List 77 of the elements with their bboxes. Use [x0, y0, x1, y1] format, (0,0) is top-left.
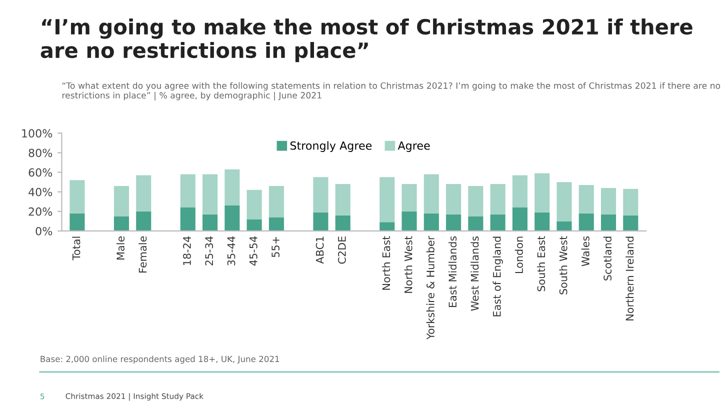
chart-subtitle: “To what extent do you agree with the following statements in relation to Christmas 2021? I’m going to make the most of Christmas 2021 if there are no restrictions in place” | % agree, by demographic | June 2021: [62, 82, 720, 100]
bar: [136, 175, 152, 212]
x-tick-label: North East: [382, 236, 390, 290]
bar: [70, 213, 85, 231]
x-tick-label: Scotland: [603, 236, 612, 280]
bar: [224, 206, 240, 231]
y-tick-label: 40%: [28, 188, 52, 196]
bar: [424, 174, 439, 214]
x-tick-label: 55+: [272, 236, 280, 258]
x-tick-label: South West: [559, 236, 568, 294]
x-tick-label: C2DE: [338, 236, 346, 264]
bar: [446, 214, 462, 231]
bar: [534, 212, 550, 231]
bar: [578, 213, 594, 231]
x-tick-label: Wales: [581, 236, 590, 266]
bar: [246, 219, 262, 231]
x-tick-label: East Midlands: [448, 236, 457, 308]
x-tick-label: Northern Ireland: [626, 236, 634, 320]
x-tick-label: North West: [404, 236, 412, 293]
bar: [180, 174, 196, 208]
bar: [313, 212, 328, 231]
bar: [556, 182, 572, 222]
bar: [380, 177, 395, 222]
bar: [402, 211, 417, 231]
legend-label: Agree: [398, 142, 430, 152]
bar: [70, 180, 85, 214]
bar: [534, 173, 550, 212]
x-tick-label: Male: [116, 236, 125, 260]
bar: [380, 222, 395, 231]
x-tick-label: South East: [537, 236, 546, 292]
bar: [402, 184, 417, 212]
x-tick-label: Female: [138, 236, 147, 272]
bar: [446, 184, 462, 214]
x-tick-label: Yorkshire & Humber: [426, 236, 434, 340]
bar: [136, 211, 152, 231]
bar: [512, 208, 528, 231]
y-tick-label: 0%: [36, 226, 52, 236]
bar: [268, 186, 284, 218]
bar: [556, 221, 572, 231]
bar: [623, 188, 638, 216]
bar: [468, 216, 484, 231]
bar: [578, 185, 594, 214]
x-tick-label: 35-44: [227, 236, 236, 266]
y-tick-label: 60%: [28, 168, 52, 177]
chart-title: “I’m going to make the most of Christmas 2021 if there are no restrictions in place”: [40, 18, 692, 62]
bar: [490, 214, 506, 231]
y-tick-label: 80%: [28, 148, 52, 158]
y-tick-label: 20%: [28, 207, 52, 216]
x-tick-label: 25-34: [205, 236, 214, 266]
legend-label: Strongly Agree: [290, 141, 372, 152]
y-tick-label: 100%: [22, 129, 52, 138]
bar: [202, 214, 218, 231]
bar: [313, 177, 328, 212]
text: Base: 2,000 online respondents aged 18+, UK, June 2021: [40, 356, 280, 364]
x-tick-label: ABC1: [316, 236, 324, 264]
bar: [600, 188, 616, 214]
bar: [335, 215, 350, 231]
bar: [512, 175, 528, 208]
bar: [180, 208, 196, 231]
bar: [424, 213, 439, 231]
bar: [600, 214, 616, 231]
bar: [335, 184, 350, 216]
bar: [114, 186, 130, 216]
bar: [268, 217, 284, 231]
bar: [468, 186, 484, 216]
bar: [623, 215, 638, 231]
x-tick-label: 18-24: [183, 236, 191, 265]
bar: [202, 174, 218, 214]
bar: [114, 216, 130, 231]
x-tick-label: Total: [72, 236, 80, 260]
x-tick-label: London: [514, 236, 523, 274]
x-tick-label: East of England: [492, 236, 503, 316]
bar: [224, 169, 240, 206]
x-tick-label: 45-54: [250, 236, 258, 266]
bar: [246, 190, 262, 220]
bar: [490, 184, 506, 214]
x-tick-label: West Midlands: [470, 236, 479, 311]
